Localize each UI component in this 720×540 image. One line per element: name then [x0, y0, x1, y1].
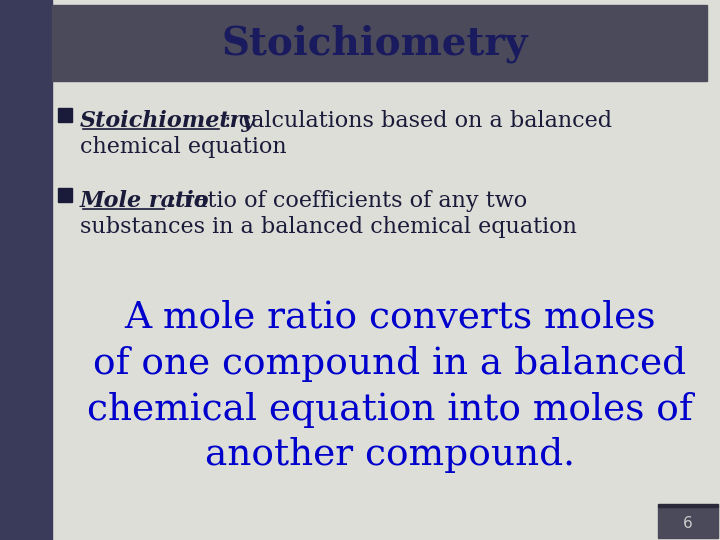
Text: chemical equation: chemical equation	[80, 136, 287, 158]
Text: Stoichiometry: Stoichiometry	[80, 110, 256, 132]
Bar	[58, 108, 72, 122]
Text: : ratio of coefficients of any two: : ratio of coefficients of any two	[169, 190, 527, 212]
Text: A mole ratio converts moles
of one compound in a balanced
chemical equation into: A mole ratio converts moles of one compo…	[87, 300, 693, 474]
Text: Mole ratio: Mole ratio	[80, 190, 210, 212]
Text: substances in a balanced chemical equation: substances in a balanced chemical equati…	[80, 216, 577, 238]
Text: Stoichiometry: Stoichiometry	[222, 25, 528, 63]
Text: : calculations based on a balanced: : calculations based on a balanced	[224, 110, 612, 132]
Bar	[658, 504, 718, 507]
Bar	[52, 5, 707, 77]
Bar	[58, 188, 72, 202]
Bar	[658, 507, 718, 538]
Bar	[0, 0, 52, 540]
Bar	[52, 77, 707, 81]
Text: 6: 6	[683, 516, 693, 530]
